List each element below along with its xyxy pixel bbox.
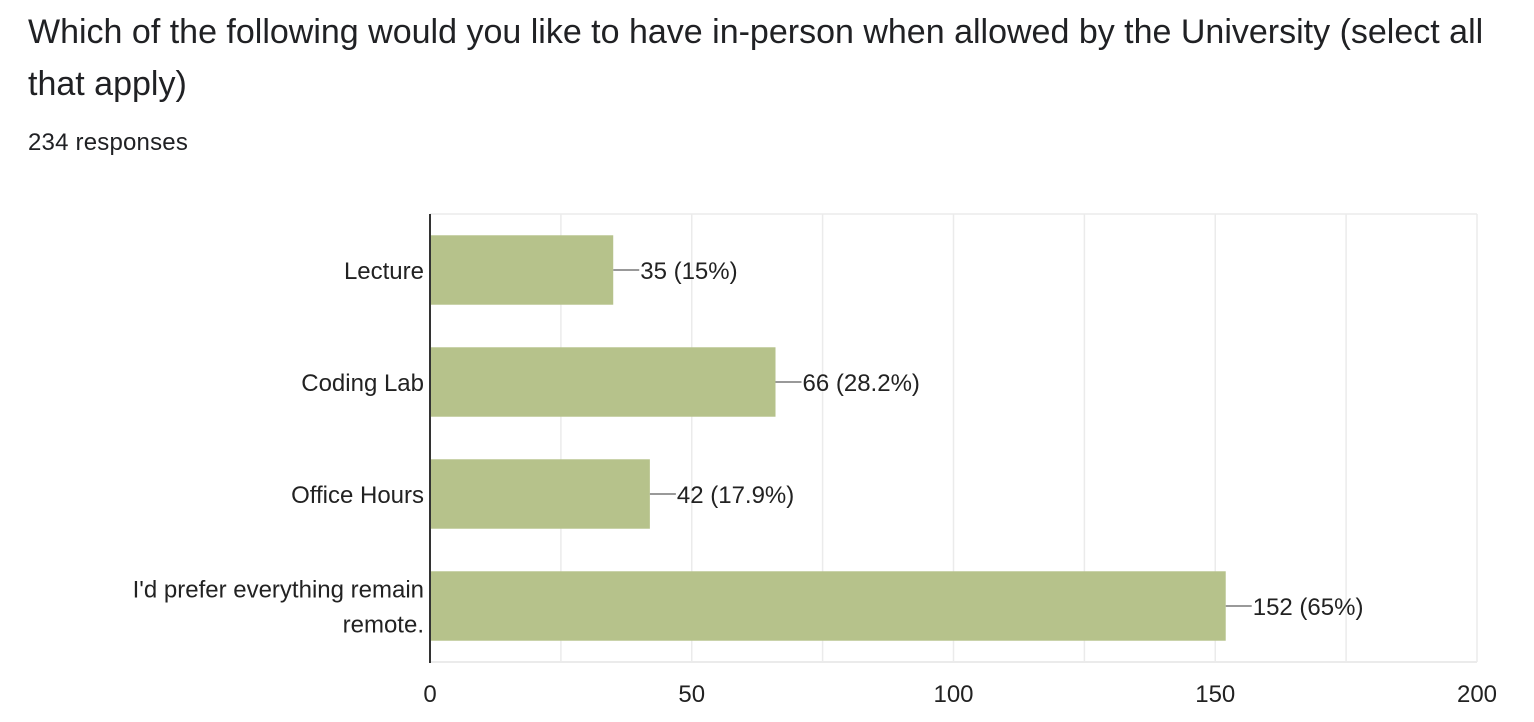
chart-title: Which of the following would you like to…	[28, 13, 1484, 103]
response-count: 234 responses	[28, 129, 189, 156]
category-label: Lecture	[344, 258, 424, 285]
data-label: 66 (28.2%)	[803, 370, 920, 397]
x-tick-label: 50	[678, 681, 705, 708]
x-tick-label: 200	[1457, 681, 1497, 708]
bar	[430, 571, 1226, 641]
category-label: I'd prefer everything remain	[133, 577, 424, 604]
bar	[430, 347, 776, 417]
bar	[430, 459, 650, 529]
bar	[430, 235, 614, 305]
category-label: remote.	[343, 612, 424, 639]
category-label: Coding Lab	[301, 370, 424, 397]
category-label: Office Hours	[291, 482, 424, 509]
x-tick-label: 150	[1195, 681, 1235, 708]
data-label: 35 (15%)	[640, 258, 737, 285]
data-label: 152 (65%)	[1253, 594, 1364, 621]
x-tick-label: 100	[933, 681, 973, 708]
data-label: 42 (17.9%)	[677, 482, 794, 509]
x-tick-label: 0	[423, 681, 436, 708]
